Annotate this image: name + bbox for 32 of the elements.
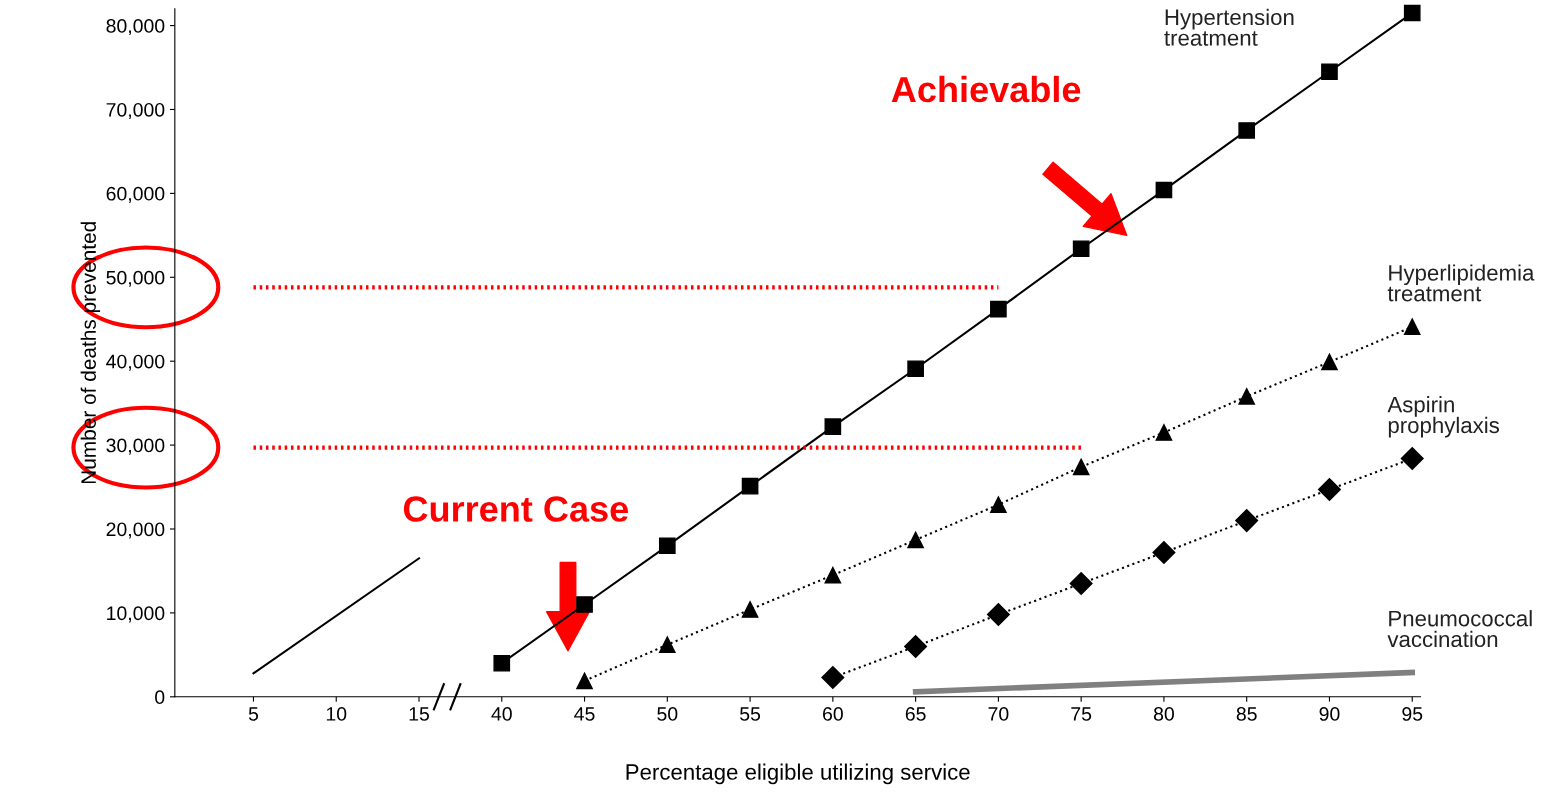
x-tick-label: 95 [1402, 707, 1423, 721]
y-tick-label: 80,000 [106, 19, 165, 36]
x-tick-label: 80 [1153, 707, 1174, 721]
y-tick-label: 60,000 [106, 186, 165, 203]
x-tick-label: 5 [248, 707, 259, 721]
x-tick-label: 40 [491, 707, 512, 721]
y-axis-title: Number of deaths prevented [80, 222, 101, 484]
x-tick-label: 65 [905, 707, 926, 721]
series-label: Pneumococcal vaccination [1387, 610, 1532, 648]
y-tick-label: 0 [155, 690, 165, 705]
x-tick-label: 90 [1319, 707, 1340, 721]
y-tick-label: 30,000 [106, 438, 165, 455]
y-tick-label: 40,000 [106, 354, 165, 371]
x-axis-title: Percentage eligible utilizing service [626, 763, 970, 785]
x-tick-label: 45 [574, 707, 595, 721]
y-tick-label: 20,000 [106, 522, 165, 539]
x-tick-label: 70 [988, 707, 1009, 721]
x-tick-label: 75 [1071, 707, 1092, 721]
x-tick-label: 85 [1236, 707, 1257, 721]
x-tick-label: 50 [657, 707, 678, 721]
series-label: Aspirin prophylaxis [1387, 396, 1499, 438]
y-tick-label: 50,000 [106, 270, 165, 287]
y-tick-label: 70,000 [106, 102, 165, 120]
x-tick-label: 60 [823, 707, 843, 721]
series-label: Hyperlipidemia treatment [1387, 264, 1535, 302]
x-tick-label: 10 [326, 707, 347, 721]
x-tick-label: 55 [740, 707, 761, 721]
x-tick-label: 15 [409, 707, 429, 721]
series-label: Hypertension treatment [1164, 8, 1294, 46]
annotation: Current Case [403, 496, 628, 522]
y-tick-label: 10,000 [107, 606, 165, 623]
annotation: Achievable [891, 75, 1081, 103]
